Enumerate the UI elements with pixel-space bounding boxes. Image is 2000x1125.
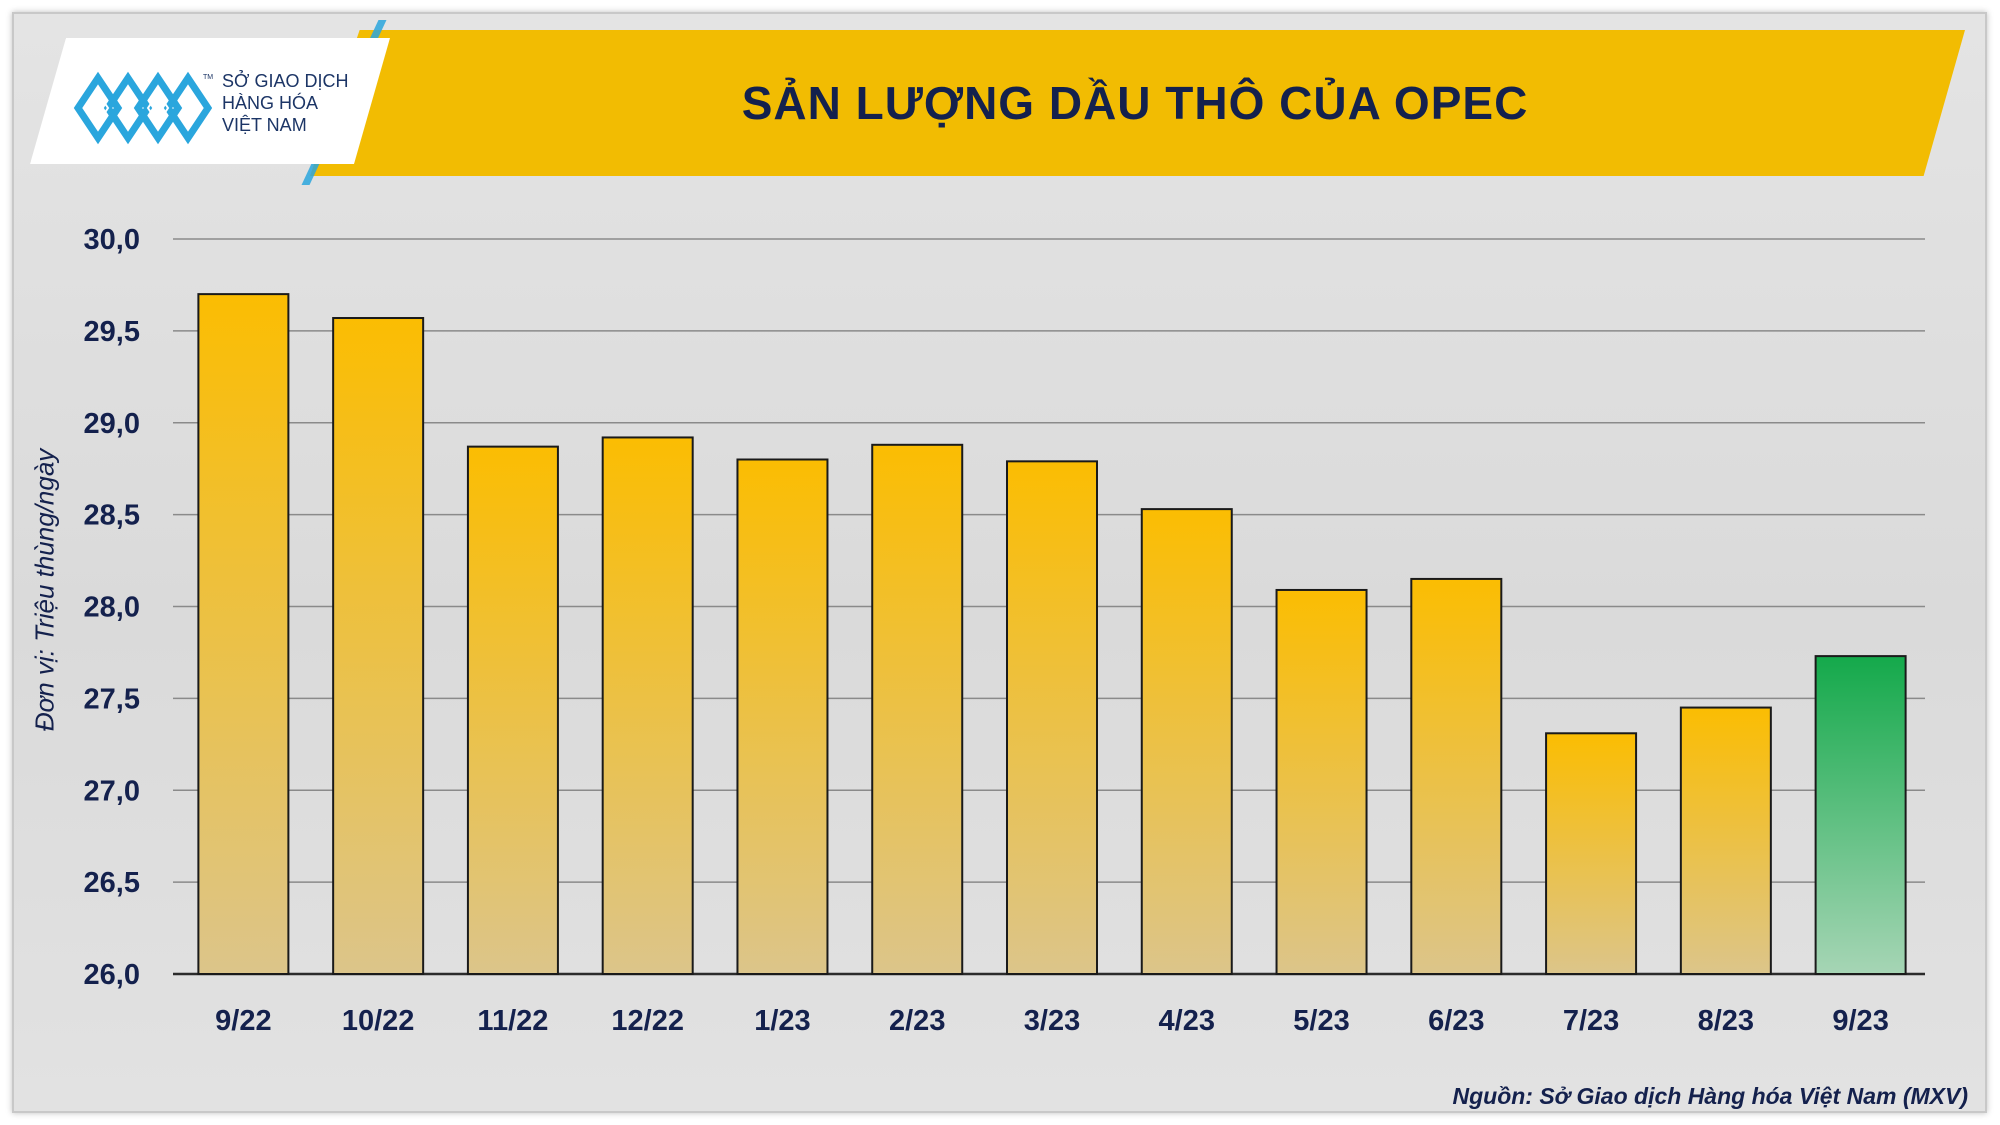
bar-1/23 [736, 458, 829, 975]
x-tick-label: 9/22 [215, 1005, 271, 1037]
logo-trademark: TM [203, 74, 214, 81]
x-tick-label: 9/23 [1832, 1005, 1888, 1037]
bar-12/22 [601, 436, 694, 975]
x-tick-label: 7/23 [1563, 1005, 1619, 1037]
logo-box [30, 38, 390, 164]
x-tick-label: 1/23 [754, 1005, 810, 1037]
bar-10/22 [332, 317, 425, 975]
bar-4/23 [1140, 508, 1233, 975]
mxv-logo-icon [73, 71, 212, 145]
logo-line-3: VIỆT NAM [222, 115, 307, 135]
bar-7/23 [1545, 732, 1638, 975]
chart-title: SẢN LƯỢNG DẦU THÔ CỦA OPEC [741, 77, 1529, 129]
x-tick-label: 11/22 [477, 1005, 548, 1037]
y-tick-label: 29,0 [84, 408, 140, 440]
x-axis-tick-labels: 9/22 10/22 11/22 12/22 1/23 2/23 3/23 4/23 5/23 6… [215, 1005, 1889, 1037]
bar-9/23 [1814, 655, 1907, 975]
x-tick-label: 12/22 [611, 1005, 684, 1037]
source-note: Nguồn: Sở Giao dịch Hàng hóa Việt Nam (M… [1452, 1083, 1968, 1109]
y-tick-label: 28,5 [84, 500, 140, 532]
x-tick-label: 2/23 [889, 1005, 945, 1037]
x-tick-label: 6/23 [1428, 1005, 1484, 1037]
y-tick-label: 27,0 [84, 775, 140, 807]
y-axis-title: Đơn vị: Triệu thùng/ngày [29, 448, 60, 732]
x-tick-label: 10/22 [342, 1005, 415, 1037]
bar-11/22 [466, 445, 559, 975]
bar-9/22 [197, 293, 290, 975]
x-tick-label: 4/23 [1159, 1005, 1215, 1037]
bar-3/23 [1006, 460, 1098, 975]
y-axis-tick-labels: 26,0 26,5 27,0 27,5 28,0 28,5 29,0 29,5 30,0 [84, 224, 140, 991]
bars [197, 293, 1907, 976]
y-tick-label: 28,0 [84, 592, 140, 624]
x-tick-label: 5/23 [1293, 1005, 1349, 1037]
title-banner [310, 30, 1965, 176]
x-tick-label: 3/23 [1024, 1005, 1080, 1037]
logo-text: SỞ GIAO DỊCH HÀNG HÓA VIỆT NAM [222, 70, 348, 136]
y-tick-label: 29,5 [84, 316, 140, 348]
logo-line-2: HÀNG HÓA [222, 93, 319, 113]
bar-5/23 [1275, 588, 1368, 976]
y-tick-label: 27,5 [84, 683, 140, 715]
bar-8/23 [1679, 706, 1772, 975]
y-tick-label: 30,0 [84, 224, 140, 256]
y-tick-label: 26,0 [84, 959, 140, 991]
logo-line-1: SỞ GIAO DỊCH [222, 71, 349, 91]
bar-2/23 [871, 443, 964, 975]
bar-6/23 [1410, 577, 1503, 975]
x-tick-label: 8/23 [1698, 1005, 1754, 1037]
y-tick-label: 26,5 [84, 867, 140, 899]
